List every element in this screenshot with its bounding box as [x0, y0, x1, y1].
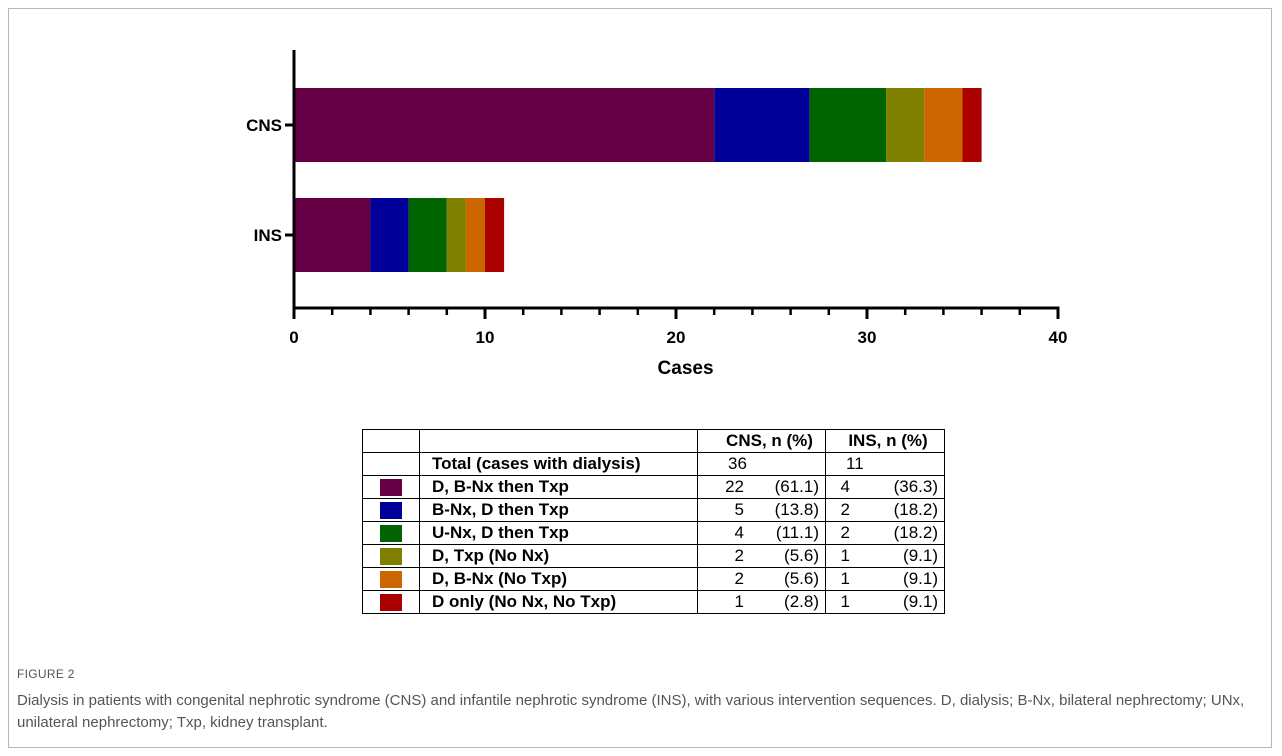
cns-count: 4 [734, 523, 744, 542]
legend-ins-value: 2 (18.2) [825, 521, 945, 545]
cns-percent: (61.1) [774, 477, 819, 496]
legend-cns-value: 1 (2.8) [697, 590, 826, 614]
y-tick-label: INS [254, 226, 282, 245]
legend-row: D only (No Nx, No Txp) 1 (2.8) 1 (9.1) [362, 590, 945, 614]
legend-swatch [380, 594, 402, 612]
legend-swatch [380, 525, 402, 543]
bar-segment-cns [294, 88, 715, 162]
legend-label: U-Nx, D then Txp [419, 521, 698, 545]
legend-cns-value: 2 (5.6) [697, 544, 826, 568]
legend-row: U-Nx, D then Txp 4 (11.1) 2 (18.2) [362, 521, 945, 545]
cns-count: 5 [734, 500, 744, 519]
ins-count: 1 [840, 592, 850, 611]
figure-caption: Dialysis in patients with congenital nep… [17, 692, 1245, 731]
cns-header: CNS, n (%) [697, 429, 826, 453]
bar-segment-ins [446, 198, 466, 272]
x-tick-label: 40 [1049, 328, 1068, 347]
x-tick-label: 10 [476, 328, 495, 347]
total-cns: 36 [697, 452, 826, 476]
swatch-total-cell [362, 452, 420, 476]
total-label: Total (cases with dialysis) [419, 452, 698, 476]
legend-cns-value: 2 (5.6) [697, 567, 826, 591]
ins-percent: (9.1) [903, 546, 938, 565]
bar-segment-ins [485, 198, 505, 272]
bar-segment-ins [294, 198, 371, 272]
y-tick-label: CNS [246, 116, 282, 135]
legend-total-row: Total (cases with dialysis) 36 11 [362, 452, 945, 476]
total-ins: 11 [825, 452, 945, 476]
ins-percent: (36.3) [893, 477, 938, 496]
cns-percent: (13.8) [774, 500, 819, 519]
cns-percent: (2.8) [784, 592, 819, 611]
ins-count: 1 [840, 546, 850, 565]
legend-header-row: CNS, n (%) INS, n (%) [362, 429, 945, 453]
ins-count: 2 [840, 500, 850, 519]
legend-ins-value: 2 (18.2) [825, 498, 945, 522]
legend-row: D, B-Nx (No Txp) 2 (5.6) 1 (9.1) [362, 567, 945, 591]
ins-header: INS, n (%) [825, 429, 945, 453]
legend-swatch-cell [362, 567, 420, 591]
legend-cns-value: 22 (61.1) [697, 475, 826, 499]
legend-row: D, Txp (No Nx) 2 (5.6) 1 (9.1) [362, 544, 945, 568]
legend-swatch [380, 548, 402, 566]
swatch-header-cell [362, 429, 420, 453]
legend-swatch-cell [362, 475, 420, 499]
legend-swatch-cell [362, 498, 420, 522]
bar-segment-cns [886, 88, 925, 162]
ins-count: 1 [840, 569, 850, 588]
legend-cns-value: 4 (11.1) [697, 521, 826, 545]
legend-cns-value: 5 (13.8) [697, 498, 826, 522]
cns-percent: (11.1) [775, 523, 819, 542]
figure-label: FIGURE 2 [17, 667, 75, 681]
legend-swatch [380, 571, 402, 589]
label-header-cell [419, 429, 698, 453]
bar-segment-ins [370, 198, 409, 272]
legend-row: D, B-Nx then Txp 22 (61.1) 4 (36.3) [362, 475, 945, 499]
legend-label: D, B-Nx (No Txp) [419, 567, 698, 591]
bar-segment-cns [809, 88, 887, 162]
legend-swatch-cell [362, 544, 420, 568]
ins-percent: (9.1) [903, 592, 938, 611]
legend-row: B-Nx, D then Txp 5 (13.8) 2 (18.2) [362, 498, 945, 522]
legend-label: D, B-Nx then Txp [419, 475, 698, 499]
stacked-bar-chart: CNS INS 0 10 20 30 40 Cases [246, 50, 1067, 379]
cns-percent: (5.6) [784, 546, 819, 565]
bar-segment-ins [465, 198, 485, 272]
cns-count: 2 [734, 546, 744, 565]
x-tick-label: 20 [667, 328, 686, 347]
x-tick-label: 0 [289, 328, 298, 347]
cns-count: 2 [734, 569, 744, 588]
legend-swatch-cell [362, 521, 420, 545]
legend-label: B-Nx, D then Txp [419, 498, 698, 522]
legend-ins-value: 1 (9.1) [825, 544, 945, 568]
ins-percent: (18.2) [893, 500, 938, 519]
cns-percent: (5.6) [784, 569, 819, 588]
ins-percent: (18.2) [893, 523, 938, 542]
ins-percent: (9.1) [903, 569, 938, 588]
legend-swatch [380, 502, 402, 520]
cns-count: 22 [725, 477, 744, 496]
legend-ins-value: 1 (9.1) [825, 567, 945, 591]
legend-ins-value: 4 (36.3) [825, 475, 945, 499]
legend-table: CNS, n (%) INS, n (%) Total (cases with … [362, 429, 945, 614]
bar-segment-cns [714, 88, 810, 162]
legend-label: D, Txp (No Nx) [419, 544, 698, 568]
legend-swatch-cell [362, 590, 420, 614]
bar-segment-cns [962, 88, 982, 162]
axes-layer: CNS INS 0 10 20 30 40 Cases [246, 50, 1067, 379]
ins-count: 2 [840, 523, 850, 542]
x-tick-label: 30 [858, 328, 877, 347]
ins-count: 4 [840, 477, 850, 496]
cns-count: 1 [734, 592, 744, 611]
bar-segment-cns [924, 88, 963, 162]
legend-ins-value: 1 (9.1) [825, 590, 945, 614]
x-axis-title: Cases [658, 358, 714, 379]
legend-label: D only (No Nx, No Txp) [419, 590, 698, 614]
legend-swatch [380, 479, 402, 497]
bars-layer [294, 88, 982, 272]
bar-segment-ins [408, 198, 447, 272]
